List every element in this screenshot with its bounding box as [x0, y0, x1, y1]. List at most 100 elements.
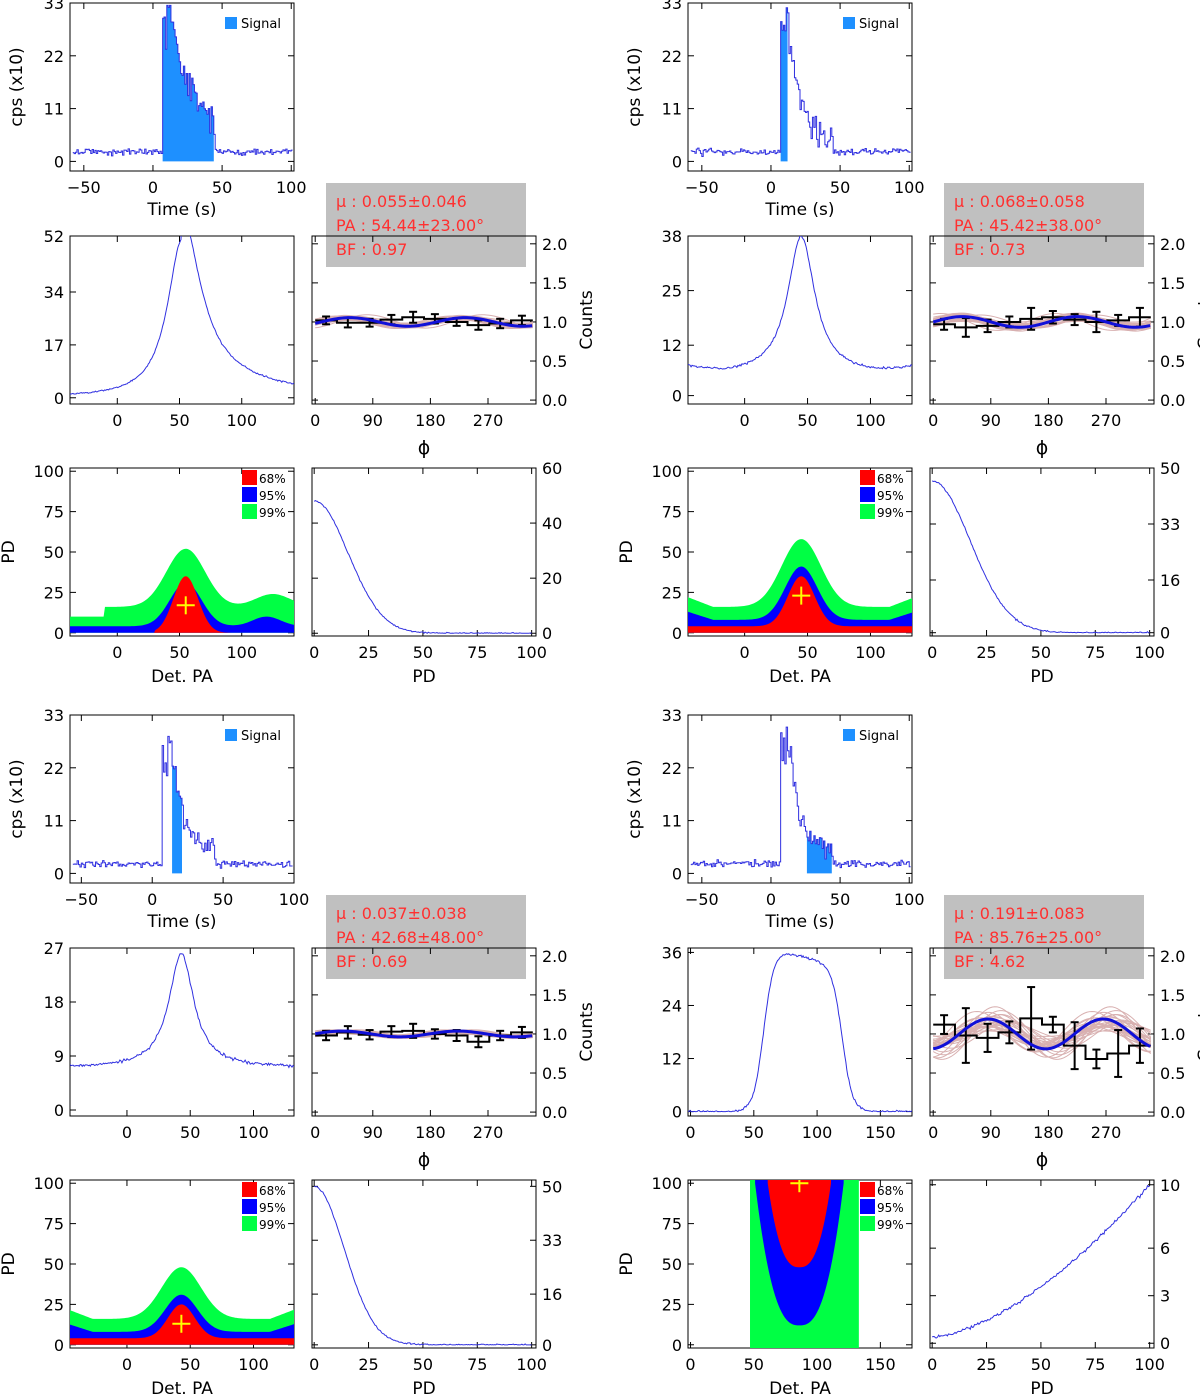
pd-distribution-line	[932, 1184, 1150, 1339]
axes-frame	[929, 1179, 1155, 1349]
legend-label: 68%	[259, 472, 286, 486]
y-tick-label: 1.5	[1160, 986, 1185, 1005]
y-tick-label: 0.0	[542, 1103, 567, 1122]
x-tick-label: −50	[64, 890, 98, 909]
y-tick-label: 1.5	[1160, 274, 1185, 293]
legend-label: Signal	[241, 17, 281, 32]
x-tick-label: 0	[122, 1355, 132, 1374]
modulation-histogram	[315, 316, 533, 327]
x-tick-label: 25	[976, 1355, 996, 1374]
y-tick-label: 25	[662, 1295, 682, 1314]
signal-region	[162, 5, 214, 162]
best-fit-curve	[932, 1017, 1151, 1051]
x-tick-label: 0	[685, 1355, 695, 1374]
legend-label: 95%	[259, 489, 286, 503]
x-tick-label: 100	[226, 411, 257, 430]
x-tick-label: 50	[180, 1123, 200, 1142]
x-tick-label: 100	[894, 178, 925, 197]
x-tick-label: 0	[740, 411, 750, 430]
y-tick-label: 11	[662, 100, 682, 119]
y-tick-label: 1.5	[542, 274, 567, 293]
legend-label: 99%	[877, 506, 904, 520]
bootstrap-curve	[933, 313, 1151, 331]
x-tick-label: 100	[238, 1355, 269, 1374]
axes-frame	[69, 714, 295, 884]
x-tick-label: 50	[830, 178, 850, 197]
info-pa: PA : 42.68±48.00°	[336, 928, 484, 947]
x-tick-label: 0	[766, 178, 776, 197]
y-tick-label: 12	[662, 336, 682, 355]
x-tick-label: 0	[309, 1355, 319, 1374]
axes-frame	[311, 1179, 537, 1349]
x-tick-label: 100	[276, 178, 307, 197]
x-tick-label: 50	[169, 643, 189, 662]
legend-swatch	[860, 487, 875, 502]
signal-region	[780, 7, 788, 162]
legend-label: Signal	[859, 17, 899, 32]
y-tick-label: 33	[662, 706, 682, 725]
legend-swatch	[242, 504, 257, 519]
axes-frame	[929, 467, 1155, 637]
x-tick-label: 0	[927, 1355, 937, 1374]
x-axis-label: PD	[412, 667, 435, 687]
x-tick-label: 75	[1085, 1355, 1105, 1374]
y-axis-label: PD	[617, 540, 637, 563]
y-tick-label: 2.0	[1160, 235, 1185, 254]
x-tick-label: 50	[1031, 643, 1051, 662]
info-bf: BF : 0.97	[336, 240, 407, 259]
x-tick-label: 180	[1033, 1123, 1064, 1142]
x-axis-label: ϕ	[1036, 437, 1049, 459]
x-tick-label: −50	[685, 178, 719, 197]
x-tick-label: 0	[147, 890, 157, 909]
y-tick-label: 16	[542, 1285, 562, 1304]
y-tick-label: 27	[44, 939, 64, 958]
x-tick-label: 75	[467, 1355, 487, 1374]
info-bf: BF : 0.69	[336, 952, 407, 971]
x-tick-label: 50	[744, 1123, 764, 1142]
axes-frame	[69, 235, 295, 405]
info-mu: μ : 0.055±0.046	[336, 192, 467, 211]
y-axis-label: Counts	[1195, 1002, 1200, 1061]
y-tick-label: 0	[54, 1336, 64, 1355]
y-tick-label: 0.0	[1160, 1103, 1185, 1122]
y-tick-label: 10	[1160, 1176, 1180, 1195]
y-axis-label: cps (x10)	[625, 47, 645, 126]
y-tick-label: 0.0	[542, 391, 567, 410]
best-fit-curve	[314, 1029, 533, 1039]
legend-label: 95%	[877, 1201, 904, 1215]
y-tick-label: 33	[44, 0, 64, 13]
bootstrap-curve	[933, 1006, 1152, 1059]
y-axis-label: cps (x10)	[625, 759, 645, 838]
legend-label: 68%	[259, 1184, 286, 1198]
y-tick-label: 38	[662, 227, 682, 246]
x-tick-label: 50	[213, 890, 233, 909]
x-axis-label: ϕ	[418, 1149, 431, 1171]
x-tick-label: 100	[855, 411, 886, 430]
info-pa: PA : 85.76±25.00°	[954, 928, 1102, 947]
x-tick-label: 50	[797, 643, 817, 662]
y-tick-label: 75	[662, 503, 682, 522]
x-tick-label: 270	[1091, 411, 1122, 430]
y-tick-label: 3	[1160, 1287, 1170, 1306]
contour-68	[767, 1180, 832, 1268]
axes-frame	[929, 947, 1155, 1117]
x-tick-label: 50	[212, 178, 232, 197]
y-tick-label: 24	[662, 996, 682, 1015]
legend-swatch	[843, 729, 855, 741]
y-tick-label: 0	[54, 864, 64, 883]
signal-region	[172, 766, 182, 874]
x-tick-label: 90	[981, 1123, 1001, 1142]
legend-swatch	[860, 1216, 875, 1231]
x-tick-label: −50	[67, 178, 101, 197]
y-tick-label: 0	[672, 1336, 682, 1355]
axes-frame	[687, 947, 913, 1117]
x-tick-label: 180	[1033, 411, 1064, 430]
y-tick-label: 0.0	[1160, 391, 1185, 410]
y-tick-label: 0.5	[1160, 352, 1185, 371]
y-tick-label: 2.0	[542, 235, 567, 254]
y-axis-label: cps (x10)	[7, 47, 27, 126]
x-axis-label: Time (s)	[146, 200, 216, 220]
legend-label: 68%	[877, 472, 904, 486]
y-tick-label: 22	[44, 47, 64, 66]
y-tick-label: 100	[651, 462, 682, 481]
